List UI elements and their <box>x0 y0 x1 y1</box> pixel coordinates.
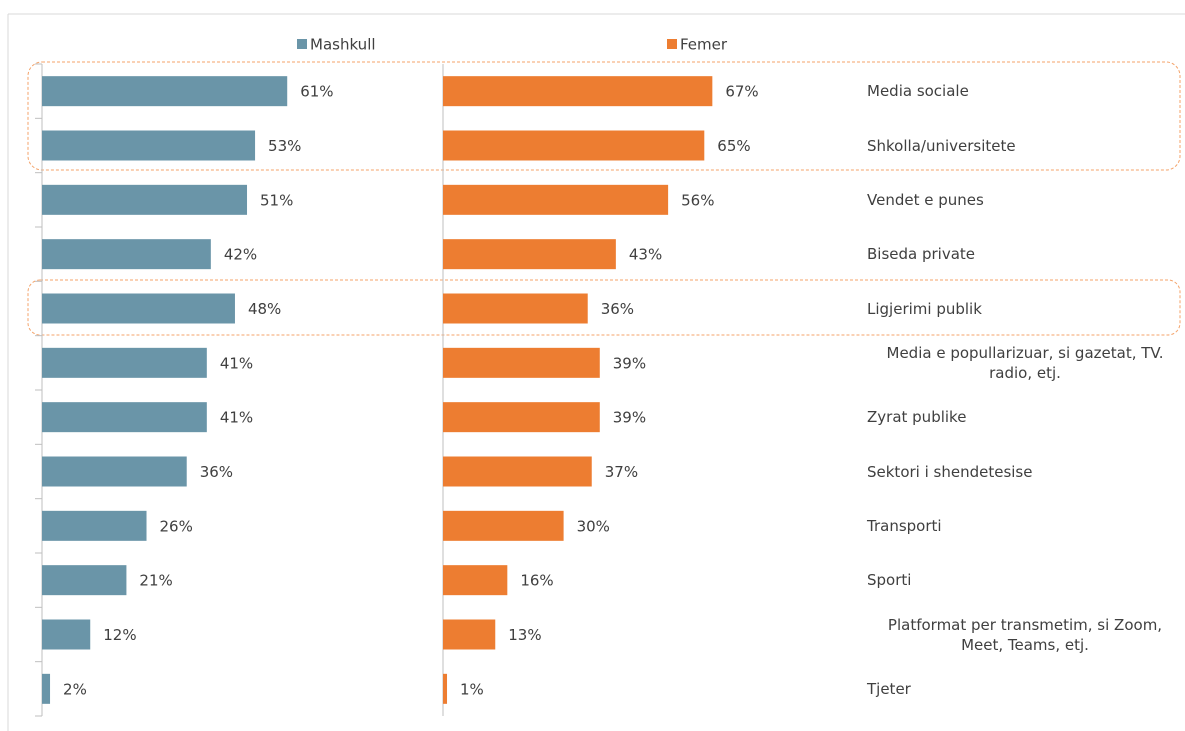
category-label: Media sociale <box>867 82 969 101</box>
bar <box>443 239 616 270</box>
highlight-box <box>27 279 1181 336</box>
data-label: 41% <box>220 354 253 372</box>
data-label: 56% <box>681 191 714 209</box>
category-label: Transporti <box>867 516 942 535</box>
bar <box>42 673 51 704</box>
bar <box>42 184 248 215</box>
data-label: 61% <box>300 83 333 101</box>
category-label: Vendet e punes <box>867 190 984 209</box>
legend-swatch <box>297 39 307 49</box>
bar <box>42 239 211 270</box>
data-label: 16% <box>520 572 553 590</box>
category-label: Sporti <box>867 571 912 590</box>
category-label: Ligjerimi publik <box>867 299 982 318</box>
legend-label: Mashkull <box>310 36 376 54</box>
legend-label: Femer <box>680 36 728 54</box>
bar <box>443 76 713 107</box>
data-label: 36% <box>200 463 233 481</box>
bar <box>42 619 91 650</box>
bar <box>42 456 187 487</box>
data-label: 37% <box>605 463 638 481</box>
bar <box>443 565 508 596</box>
data-label: 36% <box>601 300 634 318</box>
category-label: Shkolla/universitete <box>867 136 1016 155</box>
data-label: 39% <box>613 354 646 372</box>
data-label: 53% <box>268 137 301 155</box>
bar <box>443 510 564 541</box>
bar <box>443 402 600 433</box>
bar <box>443 347 600 378</box>
category-label: Platformat per transmetim, si Zoom, Meet… <box>887 615 1163 654</box>
data-label: 1% <box>460 680 484 698</box>
legend-swatch <box>667 39 677 49</box>
data-label: 65% <box>717 137 750 155</box>
data-label: 48% <box>248 300 281 318</box>
data-label: 13% <box>508 626 541 644</box>
bar <box>42 402 207 433</box>
bar <box>42 565 127 596</box>
bar <box>42 347 207 378</box>
data-label: 43% <box>629 246 662 264</box>
bar <box>443 673 448 704</box>
category-label: Tjeter <box>867 679 911 698</box>
data-label: 26% <box>160 517 193 535</box>
category-label: Media e popullarizuar, si gazetat, TV. r… <box>886 343 1164 382</box>
category-label: Sektori i shendetesise <box>867 462 1033 481</box>
category-label: Zyrat publike <box>867 408 967 427</box>
data-label: 39% <box>613 409 646 427</box>
data-label: 41% <box>220 409 253 427</box>
data-label: 42% <box>224 246 257 264</box>
data-label: 2% <box>63 680 87 698</box>
bar <box>42 293 235 324</box>
bar <box>443 619 496 650</box>
data-label: 51% <box>260 191 293 209</box>
category-label: Biseda private <box>867 245 976 264</box>
data-label: 12% <box>103 626 136 644</box>
bar <box>443 293 588 324</box>
highlight-box <box>27 61 1181 171</box>
bar <box>42 510 147 541</box>
bar <box>42 130 256 161</box>
bar <box>443 130 705 161</box>
bar <box>443 184 669 215</box>
data-label: 21% <box>139 572 172 590</box>
bar <box>42 76 288 107</box>
data-label: 67% <box>725 83 758 101</box>
data-label: 30% <box>577 517 610 535</box>
bar <box>443 456 592 487</box>
